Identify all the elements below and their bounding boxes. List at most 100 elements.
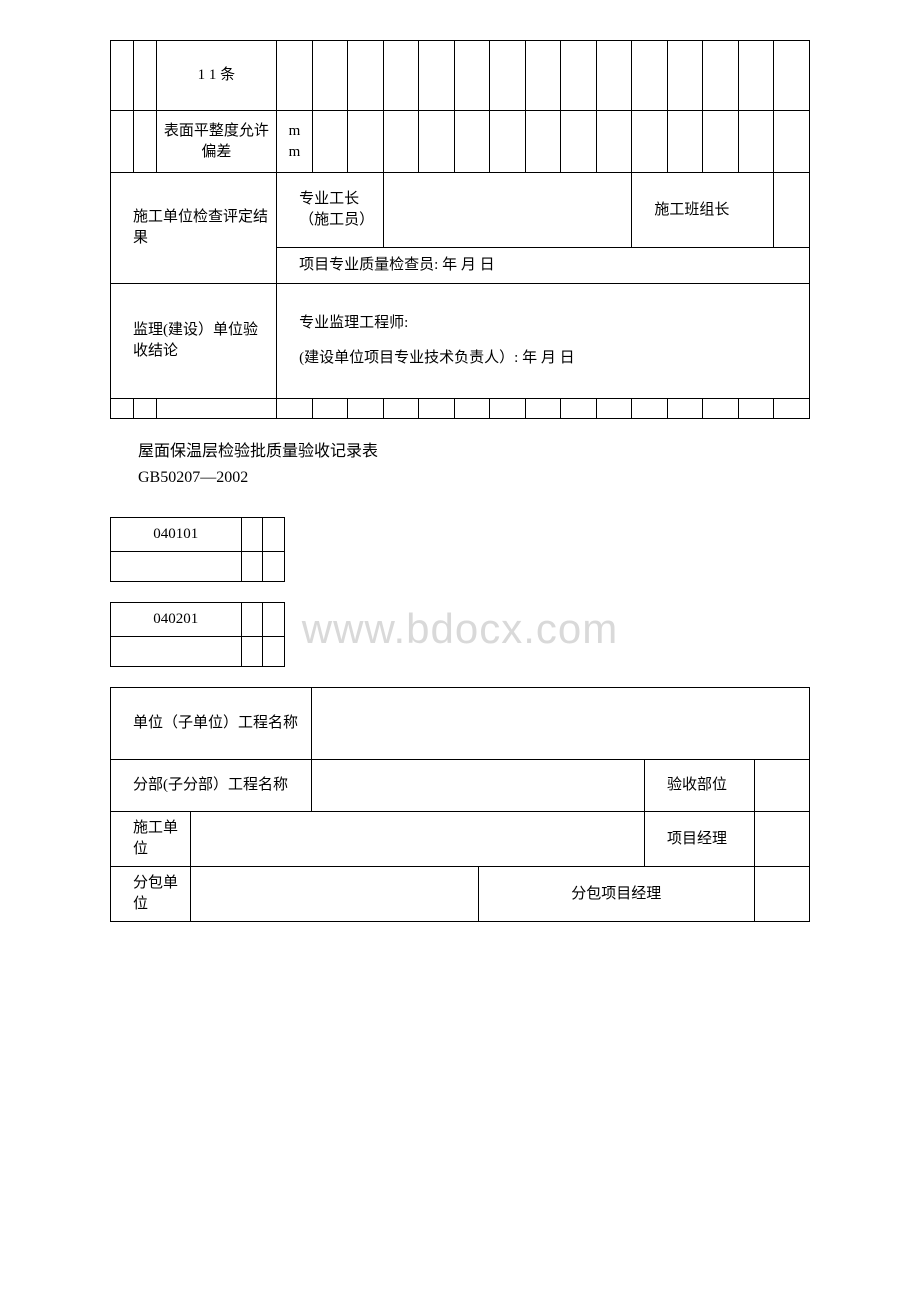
cell <box>738 399 774 419</box>
cell <box>111 111 134 173</box>
cell <box>667 41 703 111</box>
cell-construction-unit: 施工单位 <box>111 812 191 867</box>
table-row: 040101 <box>111 518 285 552</box>
cell <box>277 399 313 419</box>
cell <box>738 111 774 173</box>
code-cell: 040201 <box>111 603 242 637</box>
table-row <box>111 637 285 667</box>
cell <box>525 399 561 419</box>
cell <box>419 41 455 111</box>
cell-unit: m m <box>277 111 313 173</box>
inspection-table-top: 1 1 条 表面平整度允许偏差 m m 施 <box>110 40 810 419</box>
cell <box>703 399 739 419</box>
cell <box>419 399 455 419</box>
cell <box>111 41 134 111</box>
cell <box>525 111 561 173</box>
cell-unit-project-name: 单位（子单位）工程名称 <box>111 688 312 760</box>
cell-flatness: 表面平整度允许偏差 <box>156 111 277 173</box>
cell <box>241 518 263 552</box>
cell <box>312 41 348 111</box>
supervisor-engineer-label: 专业监理工程师: <box>299 313 805 334</box>
cell <box>774 399 810 419</box>
cell <box>263 518 285 552</box>
cell-sub-project-manager: 分包项目经理 <box>478 867 754 922</box>
cell <box>111 399 134 419</box>
cell <box>667 111 703 173</box>
cell <box>241 637 263 667</box>
cell <box>632 41 668 111</box>
table-row: 040201 <box>111 603 285 637</box>
cell-quality-inspector: 项目专业质量检查员: 年 月 日 <box>277 248 810 284</box>
cell <box>490 41 526 111</box>
cell <box>755 760 810 812</box>
cell <box>419 111 455 173</box>
cell-foreman: 专业工长（施工员） <box>277 173 384 248</box>
cell: 1 1 条 <box>156 41 277 111</box>
table-row: 施工单位检查评定结果 专业工长（施工员） 施工班组长 <box>111 173 810 248</box>
cell <box>156 399 277 419</box>
cell <box>596 399 632 419</box>
table-row: 监理(建设）单位验收结论 专业监理工程师: (建设单位项目专业技术负责人）: 年… <box>111 284 810 399</box>
cell <box>348 41 384 111</box>
cell-supervisor-sign: 专业监理工程师: (建设单位项目专业技术负责人）: 年 月 日 <box>277 284 810 399</box>
cell <box>241 552 263 582</box>
cell <box>774 111 810 173</box>
code-table-1: 040101 <box>110 517 285 582</box>
cell <box>133 111 156 173</box>
cell <box>383 399 419 419</box>
project-tech-leader-label: (建设单位项目专业技术负责人）: 年 月 日 <box>299 348 805 369</box>
cell-project-manager: 项目经理 <box>645 812 755 867</box>
cell-supervisor-conclusion: 监理(建设）单位验收结论 <box>111 284 277 399</box>
cell <box>383 111 419 173</box>
cell <box>312 688 810 760</box>
section-title: 屋面保温层检验批质量验收记录表 <box>138 437 810 461</box>
cell <box>191 867 479 922</box>
table-row: 单位（子单位）工程名称 <box>111 688 810 760</box>
cell <box>596 111 632 173</box>
cell <box>263 552 285 582</box>
table-row: 表面平整度允许偏差 m m <box>111 111 810 173</box>
cell <box>241 603 263 637</box>
cell <box>312 760 645 812</box>
cell <box>454 41 490 111</box>
cell <box>632 111 668 173</box>
table-row: 施工单位 项目经理 <box>111 812 810 867</box>
cell <box>111 552 242 582</box>
cell <box>348 111 384 173</box>
table-row <box>111 552 285 582</box>
cell <box>111 637 242 667</box>
table-row: 分部(子分部）工程名称 验收部位 <box>111 760 810 812</box>
cell <box>191 812 645 867</box>
code-cell: 040101 <box>111 518 242 552</box>
cell <box>738 41 774 111</box>
cell <box>490 399 526 419</box>
cell <box>263 603 285 637</box>
cell <box>133 41 156 111</box>
cell <box>561 111 597 173</box>
cell <box>596 41 632 111</box>
cell <box>490 111 526 173</box>
cell <box>277 41 313 111</box>
project-info-table: 单位（子单位）工程名称 分部(子分部）工程名称 验收部位 施工单位 项目经理 分… <box>110 687 810 922</box>
cell <box>632 399 668 419</box>
cell <box>348 399 384 419</box>
cell <box>263 637 285 667</box>
cell <box>383 41 419 111</box>
cell <box>525 41 561 111</box>
cell <box>454 111 490 173</box>
cell <box>755 812 810 867</box>
cell <box>667 399 703 419</box>
table-row <box>111 399 810 419</box>
cell <box>454 399 490 419</box>
standard-code: GB50207—2002 <box>138 469 810 487</box>
cell <box>755 867 810 922</box>
cell <box>703 41 739 111</box>
cell-subproject-name: 分部(子分部）工程名称 <box>111 760 312 812</box>
cell-acceptance-part: 验收部位 <box>645 760 755 812</box>
cell <box>703 111 739 173</box>
cell-team-leader: 施工班组长 <box>632 173 774 248</box>
cell <box>312 399 348 419</box>
cell-subcontractor: 分包单位 <box>111 867 191 922</box>
cell <box>561 399 597 419</box>
cell <box>133 399 156 419</box>
